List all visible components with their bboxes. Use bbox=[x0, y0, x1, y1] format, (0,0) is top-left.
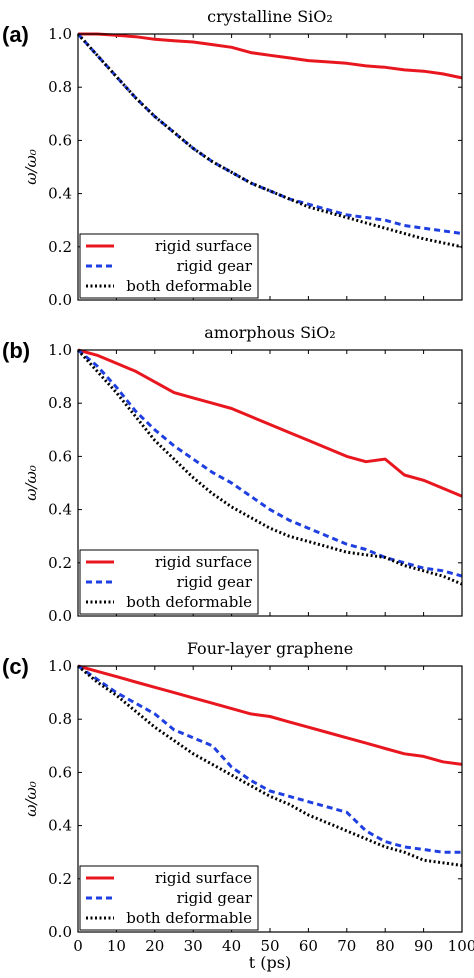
y-tick-label: 0.2 bbox=[48, 238, 72, 256]
plot-frame bbox=[77, 33, 463, 301]
panel-label: (a) bbox=[2, 22, 29, 47]
y-tick-label: 1.0 bbox=[48, 341, 72, 359]
x-tick-label: 90 bbox=[414, 937, 433, 955]
x-axis-label: t (ps) bbox=[249, 953, 291, 972]
y-axis-label: ω/ω₀ bbox=[22, 149, 40, 185]
y-tick-label: 0.2 bbox=[48, 870, 72, 888]
series-line-rigid-gear bbox=[77, 348, 463, 578]
x-tick-label: 50 bbox=[260, 937, 279, 955]
y-tick-label: 1.0 bbox=[48, 657, 72, 675]
series-line-rigid-surface bbox=[77, 664, 463, 766]
y-tick-label: 1.0 bbox=[48, 25, 72, 43]
x-tick-label: 80 bbox=[376, 937, 395, 955]
panel-label: (b) bbox=[2, 338, 30, 363]
y-tick-label: 0.0 bbox=[48, 923, 72, 941]
plot-frame bbox=[77, 665, 463, 933]
legend-label: rigid gear bbox=[177, 889, 253, 907]
legend-label: rigid surface bbox=[155, 237, 252, 255]
y-tick-label: 0.4 bbox=[48, 817, 72, 835]
x-tick-label: 10 bbox=[107, 937, 126, 955]
y-tick-label: 0.8 bbox=[48, 710, 72, 728]
x-tick-label: 100 bbox=[448, 937, 474, 955]
x-tick-label: 70 bbox=[337, 937, 356, 955]
y-tick-label: 0.6 bbox=[48, 131, 72, 149]
legend: rigid surface rigid gear both deformable bbox=[79, 233, 259, 299]
chart-title: Four-layer graphene bbox=[187, 639, 353, 658]
chart-title: crystalline SiO₂ bbox=[207, 7, 333, 26]
legend: rigid surface rigid gear both deformable bbox=[79, 865, 259, 931]
x-tick-label: 40 bbox=[222, 937, 241, 955]
y-tick-label: 0.4 bbox=[48, 185, 72, 203]
legend-label: rigid surface bbox=[155, 553, 252, 571]
x-tick-label: 30 bbox=[184, 937, 203, 955]
legend: rigid surface rigid gear both deformable bbox=[79, 549, 259, 615]
panel-label: (c) bbox=[2, 654, 29, 679]
series-line-both-deformable bbox=[77, 664, 463, 867]
y-tick-label: 0.0 bbox=[48, 291, 72, 309]
chart-panel-2: (b) amorphous SiO₂ 0.0 0.2 0.4 0.6 0.8 1.0 ω/ω₀ r… bbox=[2, 323, 463, 625]
series-line-both-deformable bbox=[76, 32, 463, 249]
chart-panel-1: (a) crystalline SiO₂ 0.0 0.2 0.4 0.6 0.8 1.0 ω/ω… bbox=[2, 7, 463, 309]
y-tick-label: 0.4 bbox=[48, 501, 72, 519]
series-line-rigid-gear bbox=[77, 664, 462, 854]
legend-label: rigid gear bbox=[177, 573, 253, 591]
y-tick-label: 0.8 bbox=[48, 78, 72, 96]
plot-frame bbox=[77, 349, 463, 617]
series-line-both-deformable bbox=[76, 348, 463, 586]
legend-label: rigid gear bbox=[177, 257, 253, 275]
y-tick-label: 0.2 bbox=[48, 554, 72, 572]
legend-label: rigid surface bbox=[155, 869, 252, 887]
y-tick-label: 0.0 bbox=[48, 607, 72, 625]
series-line-rigid-gear bbox=[76, 32, 463, 235]
y-tick-label: 0.8 bbox=[48, 394, 72, 412]
y-axis-label: ω/ω₀ bbox=[22, 781, 40, 817]
y-axis-label: ω/ω₀ bbox=[22, 465, 40, 501]
y-tick-label: 0.6 bbox=[48, 763, 72, 781]
x-tick-label: 60 bbox=[299, 937, 318, 955]
legend-label: both deformable bbox=[126, 277, 252, 295]
legend-label: both deformable bbox=[126, 909, 252, 927]
series-line-rigid-surface bbox=[77, 348, 463, 498]
legend-label: both deformable bbox=[126, 593, 252, 611]
series-line-rigid-surface bbox=[78, 32, 463, 80]
x-tick-label: 0 bbox=[73, 937, 83, 955]
y-tick-label: 0.6 bbox=[48, 447, 72, 465]
x-tick-label: 20 bbox=[145, 937, 164, 955]
chart-title: amorphous SiO₂ bbox=[204, 323, 335, 342]
chart-panel-3: (c) Four-layer graphene 0.0 0.2 0.4 0.6 0.8 1.0… bbox=[2, 639, 474, 955]
